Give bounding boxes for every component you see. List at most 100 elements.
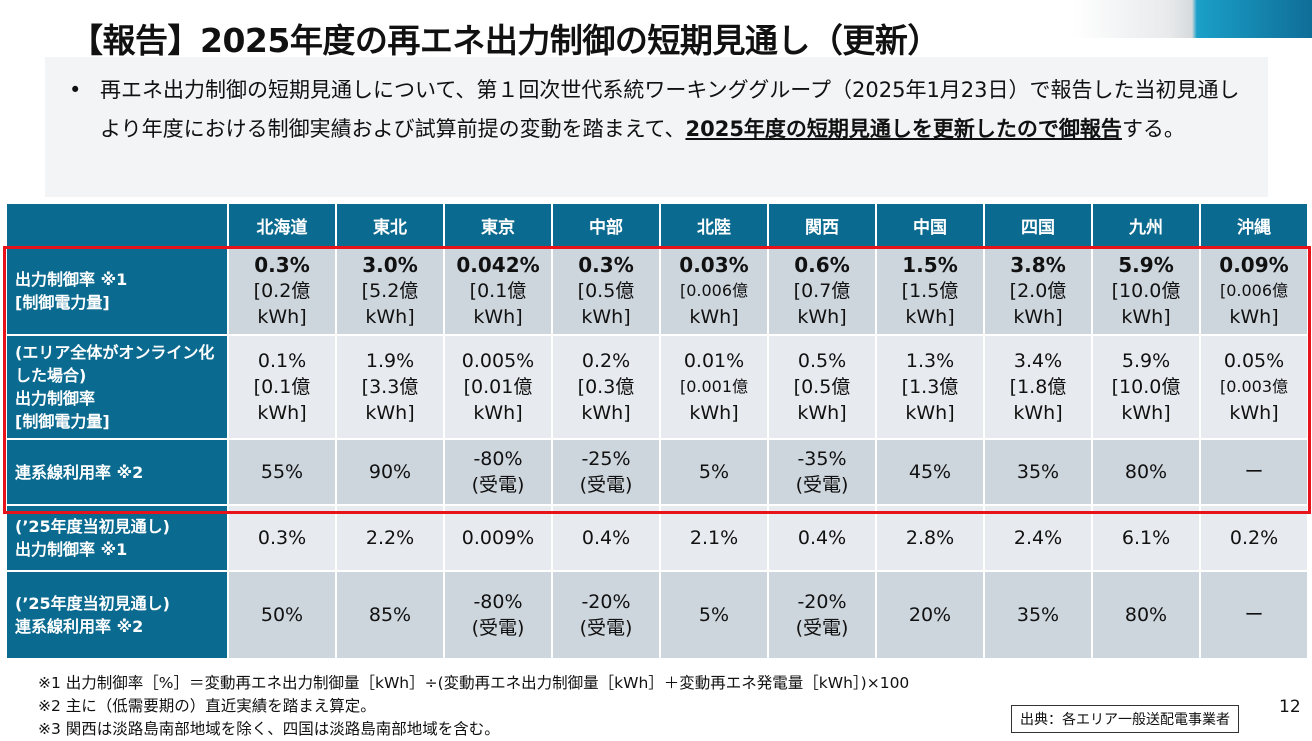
- value: -35% (受電): [795, 448, 849, 496]
- unit: kWh]: [1013, 402, 1063, 424]
- column-header: 東京: [443, 202, 553, 248]
- unit: kWh]: [797, 306, 847, 328]
- value-cell: ー: [1199, 570, 1309, 660]
- value-cell: 0.042% [0.1億 kWh]: [443, 246, 553, 336]
- value: 35%: [1016, 461, 1060, 483]
- value: -80% (受電): [471, 591, 525, 639]
- amount: [1.8億: [1009, 376, 1067, 398]
- value-cell: 0.4%: [551, 504, 661, 572]
- rate: 3.4%: [1013, 350, 1063, 372]
- value-cell: 5.9% [10.0億 kWh]: [1091, 246, 1201, 336]
- amount: [0.1億: [469, 280, 527, 302]
- value: 55%: [260, 461, 304, 483]
- value-cell: ー: [1199, 438, 1309, 506]
- value: ー: [1244, 604, 1264, 626]
- unit: kWh]: [257, 306, 307, 328]
- rate: 0.1%: [257, 350, 307, 372]
- value: 2.4%: [1013, 527, 1063, 549]
- row-label-line: [制御電力量]: [15, 293, 110, 312]
- amount: [0.5億: [793, 376, 851, 398]
- column-header: 北陸: [659, 202, 769, 248]
- value-cell: 0.01% [0.001億 kWh]: [659, 334, 769, 440]
- value-cell: 55%: [227, 438, 337, 506]
- value-cell: 20%: [875, 570, 985, 660]
- amount: [0.7億: [793, 280, 851, 302]
- rate: 3.8%: [1010, 253, 1066, 277]
- value-cell: 0.6% [0.7億 kWh]: [767, 246, 877, 336]
- amount: [0.006億: [679, 281, 749, 300]
- corner-cell: [5, 202, 229, 248]
- amount: [0.2億: [253, 280, 311, 302]
- value-cell: 5%: [659, 438, 769, 506]
- value: 35%: [1016, 604, 1060, 626]
- page-number: 12: [1279, 697, 1301, 717]
- value: 2.1%: [689, 527, 739, 549]
- column-header: 中国: [875, 202, 985, 248]
- corner-decoration: [1072, 0, 1312, 38]
- row-label: (エリア全体がオンライン化した場合) 出力制御率 [制御電力量]: [5, 334, 229, 440]
- value-cell: 0.3% [0.2億 kWh]: [227, 246, 337, 336]
- value-cell: 2.4%: [983, 504, 1093, 572]
- row-label-line: 出力制御率 ※1: [15, 540, 128, 559]
- rate: 0.042%: [456, 253, 540, 277]
- value-cell: 5%: [659, 570, 769, 660]
- value-cell: -20% (受電): [767, 570, 877, 660]
- unit: kWh]: [365, 306, 415, 328]
- value-cell: 3.4% [1.8億 kWh]: [983, 334, 1093, 440]
- value-cell: 90%: [335, 438, 445, 506]
- value-cell: 85%: [335, 570, 445, 660]
- value-cell: 0.2%: [1199, 504, 1309, 572]
- value-cell: 0.2% [0.3億 kWh]: [551, 334, 661, 440]
- amount: [5.2億: [361, 280, 419, 302]
- rate: 0.09%: [1219, 253, 1289, 277]
- rate: 0.3%: [254, 253, 310, 277]
- unit: kWh]: [689, 306, 739, 328]
- unit: kWh]: [473, 402, 523, 424]
- value-cell: 50%: [227, 570, 337, 660]
- amount: [0.1億: [253, 376, 311, 398]
- rate: 0.3%: [578, 253, 634, 277]
- unit: kWh]: [905, 402, 955, 424]
- summary-text-bold: 2025年度の短期見通しを更新したので御報告: [685, 117, 1122, 141]
- row-label-line: 連系線利用率 ※2: [15, 617, 144, 636]
- value: 0.3%: [257, 527, 307, 549]
- value-cell: 0.5% [0.5億 kWh]: [767, 334, 877, 440]
- value-cell: -80% (受電): [443, 570, 553, 660]
- amount: [0.01億: [463, 376, 533, 398]
- unit: kWh]: [1229, 402, 1279, 424]
- value: 0.4%: [797, 527, 847, 549]
- unit: kWh]: [689, 402, 739, 424]
- amount: [0.3億: [577, 376, 635, 398]
- value-cell: 2.2%: [335, 504, 445, 572]
- column-header: 九州: [1091, 202, 1201, 248]
- value-cell: 5.9% [10.0億 kWh]: [1091, 334, 1201, 440]
- value-cell: 0.03% [0.006億 kWh]: [659, 246, 769, 336]
- summary-text: 再エネ出力制御の短期見通しについて、第１回次世代系統ワーキンググループ（2025…: [100, 71, 1240, 149]
- footnote-1: ※1 出力制御率［%］＝変動再エネ出力制御量［kWh］÷(変動再エネ出力制御量［…: [38, 674, 910, 692]
- header-row: 北海道 東北 東京 中部 北陸 関西 中国 四国 九州 沖縄: [5, 202, 1309, 248]
- summary-text-2: する。: [1121, 117, 1185, 141]
- column-header: 北海道: [227, 202, 337, 248]
- column-header: 中部: [551, 202, 661, 248]
- value: 45%: [908, 461, 952, 483]
- row-label: (’25年度当初見通し) 連系線利用率 ※2: [5, 570, 229, 660]
- rate: 1.9%: [365, 350, 415, 372]
- rate: 0.6%: [794, 253, 850, 277]
- value-cell: 3.8% [2.0億 kWh]: [983, 246, 1093, 336]
- value-cell: 45%: [875, 438, 985, 506]
- unit: kWh]: [905, 306, 955, 328]
- unit: kWh]: [1121, 306, 1171, 328]
- row-label-line: 出力制御率 ※1: [15, 270, 128, 289]
- unit: kWh]: [581, 306, 631, 328]
- amount: [0.001億: [679, 377, 749, 396]
- amount: [1.3億: [901, 376, 959, 398]
- amount: [3.3億: [361, 376, 419, 398]
- value: -80% (受電): [471, 448, 525, 496]
- value: 80%: [1124, 604, 1168, 626]
- amount: [10.0億: [1111, 280, 1181, 302]
- value: 0.009%: [461, 527, 535, 549]
- value: 20%: [908, 604, 952, 626]
- value: -25% (受電): [579, 448, 633, 496]
- value-cell: 0.3%: [227, 504, 337, 572]
- value-cell: 80%: [1091, 570, 1201, 660]
